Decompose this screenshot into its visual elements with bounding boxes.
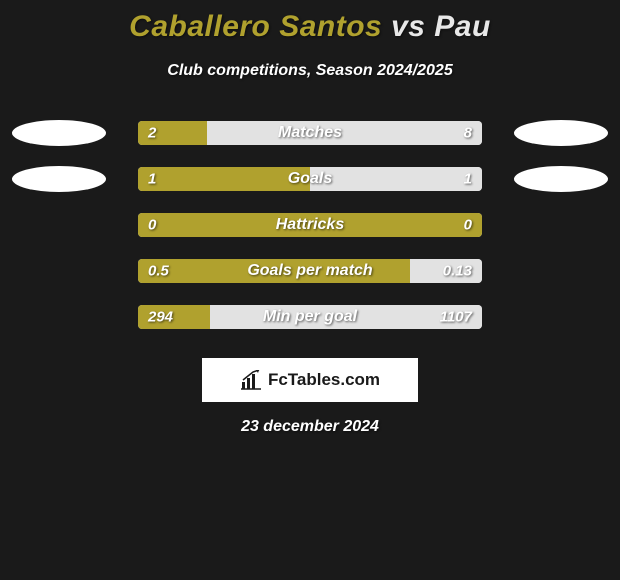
player2-avatar <box>514 120 608 146</box>
bar-track <box>138 167 482 191</box>
stat-row: 0.50.13Goals per match <box>0 248 620 294</box>
bar-right <box>310 167 482 191</box>
player2-avatar <box>514 166 608 192</box>
stat-row: 2941107Min per goal <box>0 294 620 340</box>
bar-left <box>138 259 410 283</box>
bar-right <box>207 121 482 145</box>
comparison-widget: Caballero Santos vs Pau Club competition… <box>0 0 620 580</box>
brand-link[interactable]: FcTables.com <box>202 358 418 402</box>
player2-name: Pau <box>434 10 491 43</box>
stat-value-right: 1107 <box>440 309 472 326</box>
bar-chart-icon <box>240 370 262 390</box>
stat-value-left: 1 <box>148 171 156 188</box>
stat-value-left: 2 <box>148 125 156 142</box>
bar-left <box>138 213 482 237</box>
bar-left <box>138 167 310 191</box>
page-title: Caballero Santos vs Pau <box>0 0 620 44</box>
stats-container: 28Matches11Goals00Hattricks0.50.13Goals … <box>0 110 620 340</box>
bar-track <box>138 259 482 283</box>
bar-track <box>138 213 482 237</box>
player1-avatar <box>12 166 106 192</box>
brand-text: FcTables.com <box>268 370 380 390</box>
stat-row: 28Matches <box>0 110 620 156</box>
bar-track <box>138 121 482 145</box>
date: 23 december 2024 <box>0 418 620 436</box>
stat-value-left: 294 <box>148 309 173 326</box>
stat-value-right: 1 <box>464 171 472 188</box>
stat-value-right: 0 <box>464 217 472 234</box>
stat-value-right: 0.13 <box>443 263 472 280</box>
stat-row: 00Hattricks <box>0 202 620 248</box>
stat-value-left: 0.5 <box>148 263 169 280</box>
player1-name: Caballero Santos <box>129 10 382 43</box>
subtitle: Club competitions, Season 2024/2025 <box>0 62 620 80</box>
player1-avatar <box>12 120 106 146</box>
stat-row: 11Goals <box>0 156 620 202</box>
vs-separator: vs <box>382 10 434 43</box>
stat-value-left: 0 <box>148 217 156 234</box>
stat-value-right: 8 <box>464 125 472 142</box>
bar-track <box>138 305 482 329</box>
